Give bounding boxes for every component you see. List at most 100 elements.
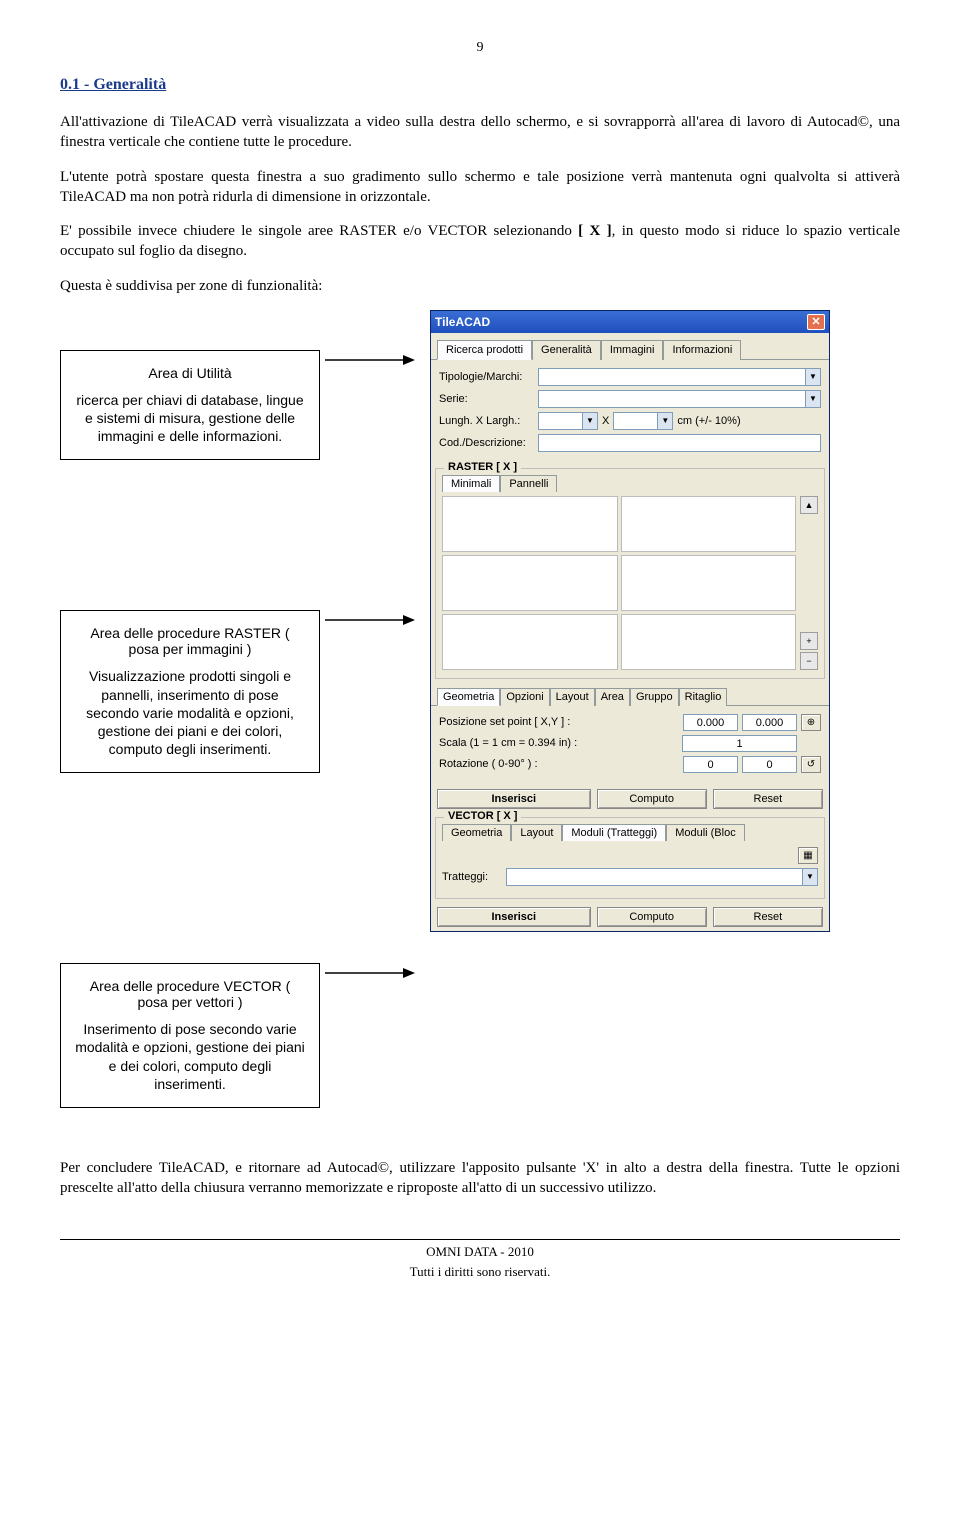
- geom-tab[interactable]: Opzioni: [500, 688, 549, 706]
- tab-immagini[interactable]: Immagini: [601, 340, 664, 360]
- geom-tab[interactable]: Ritaglio: [679, 688, 728, 706]
- val-pos-x[interactable]: 0.000: [683, 714, 738, 731]
- footer-line-1: OMNI DATA - 2010: [60, 1244, 900, 1260]
- callout-vector-body: Inserimento di pose secondo varie modali…: [75, 1020, 305, 1093]
- raster-grid-area: ▲ + −: [442, 496, 818, 670]
- vector-tab[interactable]: Moduli (Tratteggi): [562, 824, 666, 841]
- btn-computo[interactable]: Computo: [597, 789, 707, 809]
- geom-tab[interactable]: Area: [595, 688, 630, 706]
- chevron-down-icon[interactable]: ▼: [805, 391, 820, 407]
- pick-point-icon[interactable]: ⊕: [801, 714, 821, 731]
- label-rot: Rotazione ( 0-90° ) :: [439, 758, 679, 770]
- btn-reset-v[interactable]: Reset: [713, 907, 823, 927]
- raster-tab-pannelli[interactable]: Pannelli: [500, 475, 557, 492]
- geom-panel: Posizione set point [ X,Y ] : 0.000 0.00…: [431, 706, 829, 785]
- callout-utility: Area di Utilità ricerca per chiavi di da…: [60, 350, 320, 461]
- arrow-2: [320, 610, 420, 630]
- vector-tab[interactable]: Geometria: [442, 824, 511, 841]
- btn-reset[interactable]: Reset: [713, 789, 823, 809]
- chevron-down-icon[interactable]: ▼: [802, 869, 817, 885]
- page-number: 9: [60, 40, 900, 56]
- titlebar[interactable]: TileACAD ✕: [431, 311, 829, 333]
- arrow-1: [320, 350, 420, 370]
- vector-group: VECTOR [ X ] Geometria Layout Moduli (Tr…: [435, 817, 825, 899]
- vector-tab[interactable]: Moduli (Bloc: [666, 824, 745, 841]
- callout-raster: Area delle procedure RASTER ( posa per i…: [60, 610, 320, 773]
- geom-tab[interactable]: Layout: [550, 688, 595, 706]
- window-title: TileACAD: [435, 315, 490, 329]
- val-rot-a[interactable]: 0: [683, 756, 738, 773]
- raster-cell[interactable]: [442, 496, 618, 552]
- paragraph-3: E' possibile invece chiudere le singole …: [60, 221, 900, 262]
- search-panel: Tipologie/Marchi: ▼ Serie: ▼ Lungh. X La…: [431, 360, 829, 464]
- raster-scroll: ▲ + −: [800, 496, 818, 670]
- scroll-up-icon[interactable]: ▲: [800, 496, 818, 514]
- raster-cell[interactable]: [442, 555, 618, 611]
- geom-tab[interactable]: Gruppo: [630, 688, 679, 706]
- para3-bold: [ X ]: [578, 223, 611, 239]
- label-serie: Serie:: [439, 393, 534, 405]
- vector-buttons: Inserisci Computo Reset: [431, 903, 829, 931]
- chevron-down-icon[interactable]: ▼: [657, 413, 672, 429]
- tab-informazioni[interactable]: Informazioni: [663, 340, 741, 360]
- label-tratteggi: Tratteggi:: [442, 871, 502, 883]
- callout-vector-title: Area delle procedure VECTOR ( posa per v…: [75, 978, 305, 1010]
- tab-generalita[interactable]: Generalità: [532, 340, 601, 360]
- tab-ricerca[interactable]: Ricerca prodotti: [437, 340, 532, 360]
- label-cm: cm (+/- 10%): [677, 415, 740, 427]
- chevron-down-icon[interactable]: ▼: [805, 369, 820, 385]
- combo-serie[interactable]: ▼: [538, 390, 821, 408]
- callout-utility-body: ricerca per chiavi di database, lingue e…: [75, 391, 305, 446]
- raster-buttons: Inserisci Computo Reset: [431, 785, 829, 813]
- footer-line-2: Tutti i diritti sono riservati.: [60, 1264, 900, 1280]
- combo-lungh[interactable]: ▼: [538, 412, 598, 430]
- footer-rule: [60, 1239, 900, 1240]
- close-icon[interactable]: ✕: [807, 314, 825, 330]
- paragraph-4: Questa è suddivisa per zone di funzional…: [60, 276, 900, 296]
- val-rot-b[interactable]: 0: [742, 756, 797, 773]
- chevron-down-icon[interactable]: ▼: [582, 413, 597, 429]
- main-tabs: Ricerca prodotti Generalità Immagini Inf…: [431, 333, 829, 360]
- vector-tool-icon[interactable]: ▦: [798, 847, 818, 864]
- x-symbol: X: [602, 415, 609, 427]
- input-cod[interactable]: [538, 434, 821, 452]
- raster-group: RASTER [ X ] Minimali Pannelli: [435, 468, 825, 679]
- raster-cell[interactable]: [621, 555, 797, 611]
- label-pos: Posizione set point [ X,Y ] :: [439, 716, 679, 728]
- closing-paragraph: Per concludere TileACAD, e ritornare ad …: [60, 1158, 900, 1199]
- raster-cells: [442, 496, 796, 670]
- paragraph-2: L'utente potrà spostare questa finestra …: [60, 167, 900, 208]
- btn-inserisci[interactable]: Inserisci: [437, 789, 591, 809]
- btn-inserisci-v[interactable]: Inserisci: [437, 907, 591, 927]
- rotate-icon[interactable]: ↺: [801, 756, 821, 773]
- label-cod: Cod./Descrizione:: [439, 437, 534, 449]
- minus-icon[interactable]: −: [800, 652, 818, 670]
- callout-raster-body: Visualizzazione prodotti singoli e panne…: [75, 667, 305, 758]
- label-lungh: Lungh. X Largh.:: [439, 415, 534, 427]
- paragraph-1: All'attivazione di TileACAD verrà visual…: [60, 112, 900, 153]
- combo-tratteggi[interactable]: ▼: [506, 868, 818, 886]
- callout-raster-title: Area delle procedure RASTER ( posa per i…: [75, 625, 305, 657]
- callout-vector: Area delle procedure VECTOR ( posa per v…: [60, 963, 320, 1108]
- arrow-3: [320, 963, 420, 983]
- val-pos-y[interactable]: 0.000: [742, 714, 797, 731]
- combo-tipologie[interactable]: ▼: [538, 368, 821, 386]
- raster-cell[interactable]: [621, 614, 797, 670]
- raster-cell[interactable]: [621, 496, 797, 552]
- label-scala: Scala (1 = 1 cm = 0.394 in) :: [439, 737, 678, 749]
- tileacad-window: TileACAD ✕ Ricerca prodotti Generalità I…: [430, 310, 830, 932]
- raster-cell[interactable]: [442, 614, 618, 670]
- label-tipologie: Tipologie/Marchi:: [439, 371, 534, 383]
- plus-icon[interactable]: +: [800, 632, 818, 650]
- vector-tab[interactable]: Layout: [511, 824, 562, 841]
- para3-a: E' possibile invece chiudere le singole …: [60, 223, 578, 239]
- btn-computo-v[interactable]: Computo: [597, 907, 707, 927]
- geom-tab[interactable]: Geometria: [437, 688, 500, 706]
- vector-legend[interactable]: VECTOR [ X ]: [444, 810, 521, 822]
- combo-largh[interactable]: ▼: [613, 412, 673, 430]
- raster-tab-minimali[interactable]: Minimali: [442, 475, 500, 492]
- callout-utility-title: Area di Utilità: [75, 365, 305, 381]
- section-heading: 0.1 - Generalità: [60, 76, 900, 94]
- val-scala[interactable]: 1: [682, 735, 797, 752]
- raster-legend[interactable]: RASTER [ X ]: [444, 461, 521, 473]
